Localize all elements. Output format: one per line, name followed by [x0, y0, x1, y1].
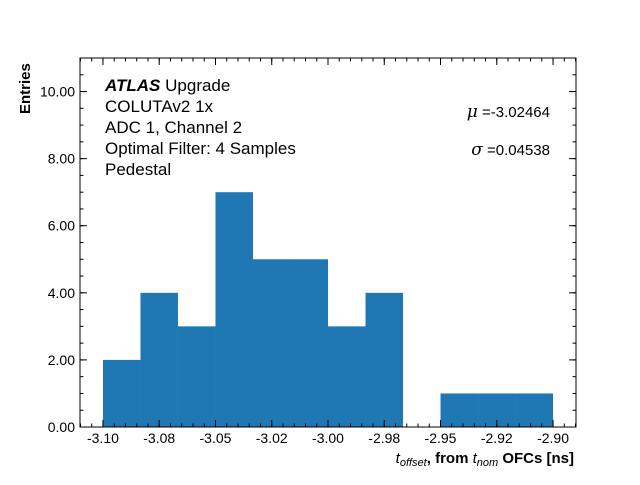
- plot-frame: [79, 57, 577, 428]
- x-tick-label: -3.02: [256, 430, 288, 446]
- histogram-bar: [140, 292, 178, 427]
- legend-text: ATLAS Upgrade COLUTAv2 1x ADC 1, Channel…: [104, 76, 296, 179]
- y-tick-label: 0.00: [48, 419, 75, 435]
- x-tick-label: -2.98: [368, 430, 400, 446]
- bars: [102, 192, 554, 427]
- x-tick-label: -2.90: [537, 430, 569, 446]
- channel-label: ADC 1, Channel 2: [105, 118, 242, 137]
- x-tick-label: -3.00: [312, 430, 344, 446]
- histogram-bar: [515, 393, 554, 427]
- histogram-bar: [252, 259, 291, 427]
- x-tick-label: -2.95: [425, 430, 457, 446]
- atlas-label: ATLAS Upgrade: [104, 76, 230, 95]
- y-tick-label: 2.00: [48, 352, 75, 368]
- histogram-bar: [215, 192, 253, 427]
- device-label: COLUTAv2 1x: [105, 97, 214, 116]
- histogram-bar: [440, 393, 479, 427]
- sigma-annotation: σ =0.04538: [471, 140, 550, 160]
- ticks: -3.10 -3.08 -3.05 -3.02 -3.00 -2.98 -2.95 -2.92…: [40, 57, 577, 446]
- x-axis-label: toffset, from tnom OFCs [ns]: [396, 450, 574, 469]
- x-tick-label: -3.05: [200, 430, 232, 446]
- filter-label: Optimal Filter: 4 Samples: [105, 139, 296, 158]
- histogram-bar: [102, 359, 141, 427]
- y-tick-label: 10.00: [40, 84, 75, 100]
- histogram-bar: [365, 292, 404, 427]
- x-tick-label: -3.10: [87, 430, 119, 446]
- x-tick-label: -2.92: [481, 430, 513, 446]
- y-tick-label: 8.00: [48, 151, 75, 167]
- mean-annotation: μ =-3.02464: [467, 102, 550, 122]
- histogram-bar: [177, 326, 216, 427]
- y-tick-label: 4.00: [48, 285, 75, 301]
- y-tick-label: 6.00: [48, 218, 75, 234]
- run-type-label: Pedestal: [105, 160, 171, 179]
- x-tick-label: -3.08: [143, 430, 175, 446]
- histogram-bar: [328, 326, 366, 427]
- y-axis-label: Entries: [17, 63, 34, 114]
- histogram-bar: [290, 259, 328, 427]
